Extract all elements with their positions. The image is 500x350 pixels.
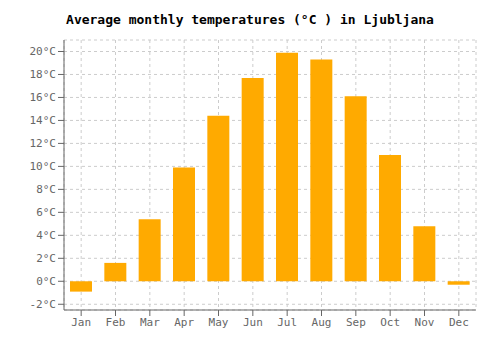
svg-text:12°C: 12°C (30, 137, 57, 150)
svg-text:-2°C: -2°C (30, 298, 57, 311)
svg-text:Aug: Aug (312, 316, 332, 329)
svg-text:Jan: Jan (71, 316, 91, 329)
svg-text:4°C: 4°C (36, 229, 56, 242)
svg-text:8°C: 8°C (36, 183, 56, 196)
svg-text:2°C: 2°C (36, 252, 56, 265)
svg-text:16°C: 16°C (30, 91, 57, 104)
svg-text:Apr: Apr (174, 316, 194, 329)
svg-text:Mar: Mar (140, 316, 160, 329)
svg-text:Oct: Oct (380, 316, 400, 329)
svg-text:0°C: 0°C (36, 275, 56, 288)
svg-text:Dec: Dec (449, 316, 469, 329)
svg-text:Jul: Jul (277, 316, 297, 329)
svg-text:6°C: 6°C (36, 206, 56, 219)
svg-text:Nov: Nov (415, 316, 435, 329)
svg-text:May: May (209, 316, 229, 329)
svg-text:10°C: 10°C (30, 160, 57, 173)
svg-text:20°C: 20°C (30, 45, 57, 58)
html-text:Average monthly temperatures (: Average monthly temperatures (°C ) in Lj… (66, 12, 434, 27)
svg-text:Jun: Jun (243, 316, 263, 329)
svg-text:14°C: 14°C (30, 114, 57, 127)
svg-text:Sep: Sep (346, 316, 366, 329)
svg-text:Feb: Feb (106, 316, 126, 329)
svg-text:18°C: 18°C (30, 68, 57, 81)
